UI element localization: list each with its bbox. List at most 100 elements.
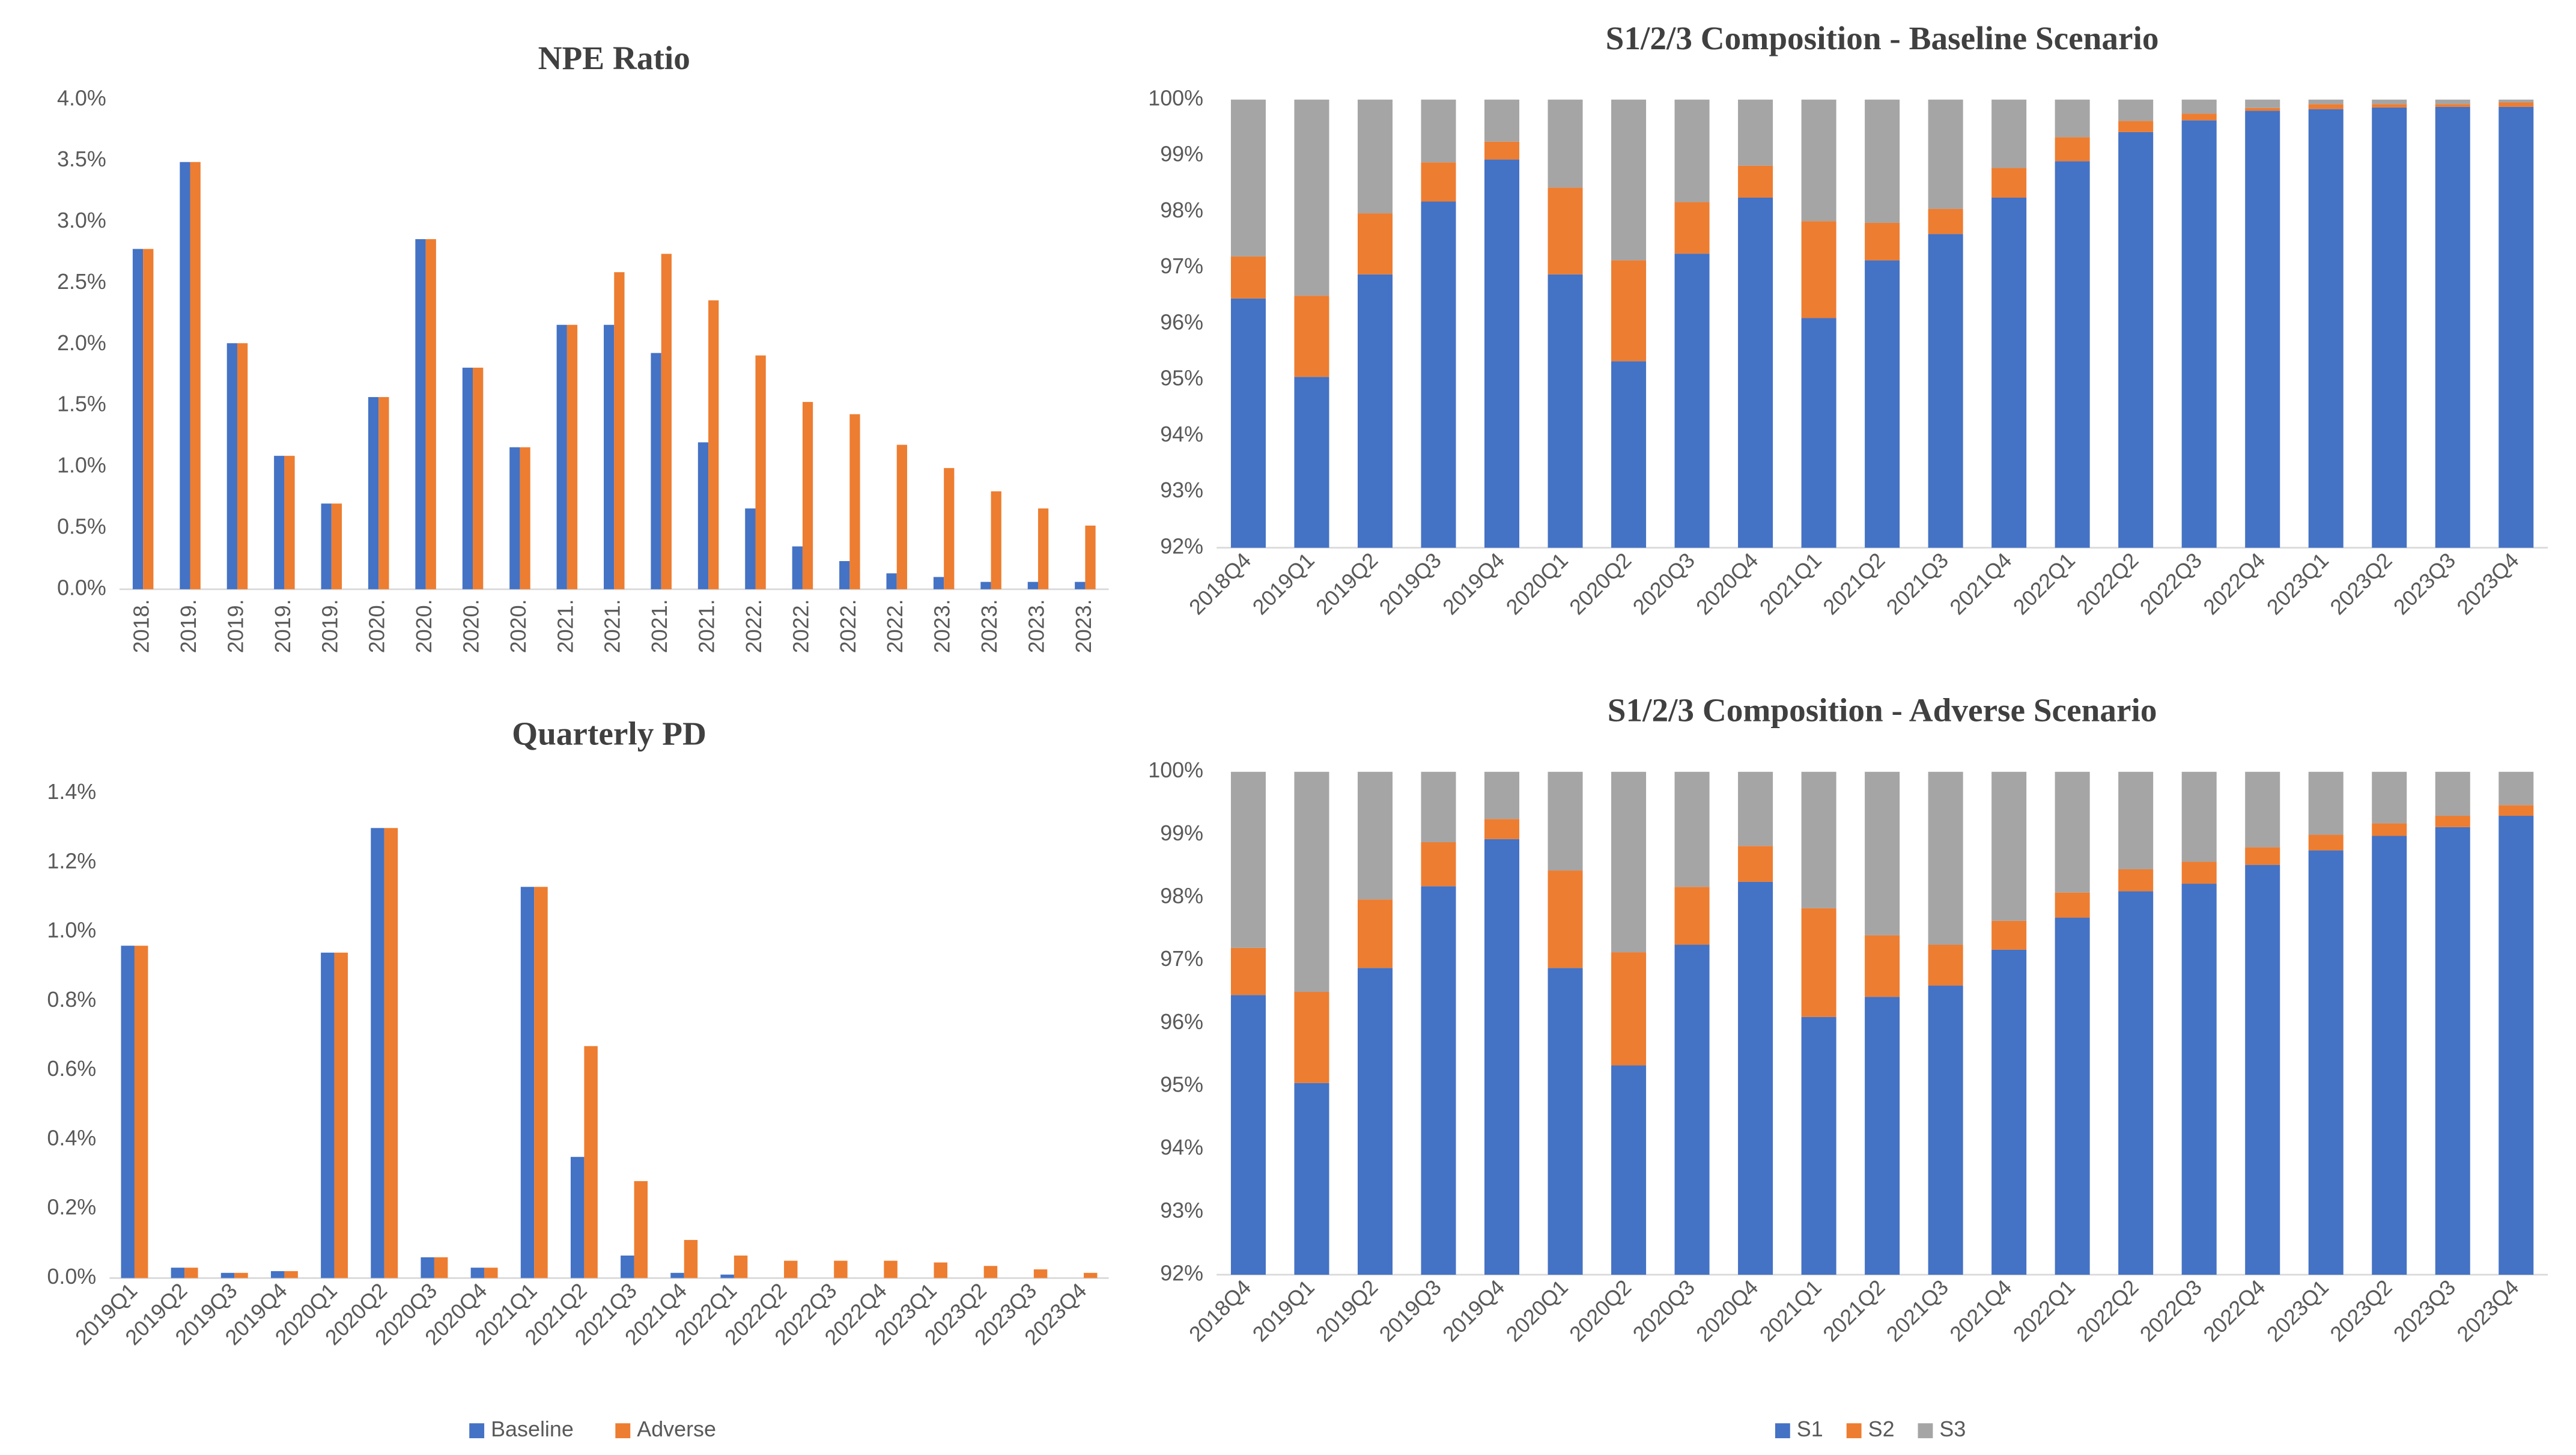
x-tick-label: 2022Q1 [2008,1275,2080,1346]
bar-segment [1548,968,1583,1275]
x-tick-label: 2022Q2 [2071,548,2143,619]
y-tick-label: 97% [1160,946,1203,971]
x-tick-label: 2020Q2 [1564,1275,1636,1346]
bar [237,343,248,589]
bar-segment [1865,935,1900,997]
bar-segment [2435,104,2470,107]
y-tick-label: 100% [1148,85,1203,110]
bar [708,300,719,589]
bar [734,1255,748,1278]
x-tick-label: 2023. [1071,599,1096,653]
bar-segment [2499,816,2534,1275]
x-tick-label: 2020Q1 [1501,548,1573,619]
x-tick-label: 2019Q2 [1311,548,1382,619]
bar-segment [1801,221,1836,318]
y-tick-label: 94% [1160,422,1203,446]
y-tick-label: 0.0% [47,1264,96,1289]
bar [234,1272,248,1278]
legend-label: S1 [1797,1417,1823,1441]
bar [614,272,625,589]
bar [886,573,897,589]
bar-segment [1801,1016,1836,1275]
bar-segment [2181,114,2217,121]
bar-segment [1991,99,2027,168]
x-tick-label: 2022Q4 [2198,548,2270,619]
bar-segment [2435,816,2470,827]
bar-segment [2055,917,2090,1275]
bar [371,828,384,1278]
x-tick-label: 2021Q3 [1882,1275,1953,1346]
x-tick-label: 2018Q4 [1184,548,1256,619]
bar [934,1262,947,1278]
bar-segment [1421,771,1456,842]
bar [1027,582,1038,589]
y-tick-label: 3.5% [57,147,106,171]
bar [270,1271,285,1278]
y-tick-label: 96% [1160,309,1203,334]
chart-title: Quarterly PD [512,715,706,752]
y-tick-label: 1.0% [57,453,106,478]
bar-segment [2308,771,2344,835]
x-tick-label: 2019Q1 [1247,548,1319,619]
y-tick-label: 100% [1148,758,1203,782]
legend-swatch [1775,1423,1790,1439]
bar-segment [1801,771,1836,908]
bar [697,442,709,589]
bar-segment [1294,377,1329,548]
bar [849,414,860,589]
y-tick-label: 95% [1160,366,1203,390]
legend-label: Adverse [637,1417,716,1441]
x-tick-label: 2020. [412,599,436,653]
bar [415,239,426,589]
x-tick-label: 2019. [223,599,248,653]
bar-segment [1928,234,1963,548]
bar [421,1257,434,1278]
bar-segment [1421,162,1456,202]
y-tick-label: 2.0% [57,330,106,355]
bar [792,546,803,589]
bar [384,828,398,1278]
y-tick-label: 0.4% [47,1125,96,1150]
bar [509,447,520,589]
bar [651,353,661,589]
bar-segment [2372,836,2407,1275]
bar-segment [2435,106,2470,548]
bar-segment [1421,201,1456,548]
bar-segment [1294,771,1329,992]
bar [944,468,955,589]
x-tick-label: 2022Q2 [2071,1275,2143,1346]
bar-segment [2372,823,2407,836]
bar-segment [1484,819,1520,839]
bar-segment [1865,771,1900,935]
bar-segment [2435,827,2470,1275]
chart-title: NPE Ratio [538,40,690,76]
x-tick-label: 2021Q3 [1882,548,1953,619]
x-tick-label: 2022. [836,599,860,653]
bar-segment [1611,1065,1647,1275]
bar-segment [1991,920,2027,950]
x-tick-label: 2021. [553,599,577,653]
bar [570,1156,585,1278]
bar-segment [1484,839,1520,1275]
bar [143,249,154,589]
y-tick-label: 1.5% [57,392,106,416]
bar-segment [1674,771,1710,887]
bar-segment [2245,99,2280,108]
bar [802,402,813,589]
y-tick-label: 97% [1160,254,1203,278]
bar-segment [1738,881,1773,1275]
bar-segment [2372,104,2407,108]
bar-segment [1928,985,1963,1275]
y-tick-label: 0.6% [47,1056,96,1081]
bar [284,1271,298,1278]
bar [720,1274,734,1278]
bar-segment [2181,771,2217,862]
y-tick-label: 98% [1160,884,1203,908]
bar-segment [1230,947,1266,995]
bar-segment [1357,213,1393,275]
bar-segment [2499,102,2534,107]
bar-segment [1548,187,1583,275]
x-tick-label: 2019Q3 [1375,1275,1446,1346]
x-tick-label: 2022Q3 [2135,1275,2207,1346]
